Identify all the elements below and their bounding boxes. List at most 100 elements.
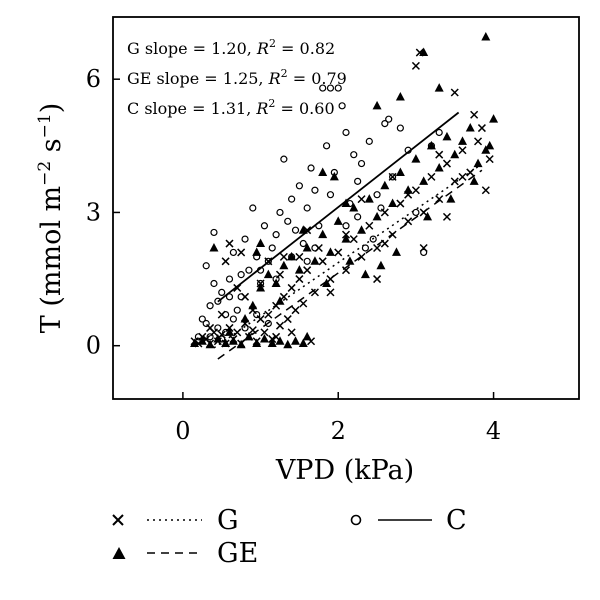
point-g (442, 159, 451, 168)
point-ge (434, 83, 444, 92)
point-ge (473, 158, 483, 168)
point-g (380, 239, 389, 248)
point-c (284, 217, 292, 225)
point-ge (485, 140, 495, 150)
point-ge (442, 131, 452, 141)
point-c (210, 228, 218, 237)
point-ge (481, 145, 491, 154)
point-ge (403, 185, 413, 194)
point-g (248, 326, 257, 335)
point-g (450, 88, 459, 97)
point-g (477, 124, 486, 133)
point-c (264, 257, 272, 265)
point-c (291, 226, 300, 234)
point-c (381, 120, 389, 128)
point-ge (279, 260, 289, 270)
legend-label-ge: GE (217, 538, 258, 569)
point-c (222, 328, 230, 336)
point-ge (197, 336, 207, 345)
legend-marker-cross (112, 514, 124, 526)
point-c (369, 235, 377, 243)
point-c (256, 266, 265, 274)
point-ge (298, 225, 308, 234)
point-g (419, 208, 428, 217)
point-g (458, 172, 467, 181)
point-ge (256, 282, 266, 292)
point-g (326, 288, 335, 297)
point-g (237, 248, 246, 257)
point-c (225, 275, 234, 283)
x-tick-label: 0 (175, 417, 190, 445)
point-c (229, 248, 237, 257)
point-c (350, 151, 358, 159)
point-c (214, 324, 222, 332)
point-g (260, 328, 269, 337)
point-g (466, 168, 475, 177)
point-g (295, 252, 304, 261)
point-c (237, 271, 245, 279)
point-ge (263, 269, 273, 279)
point-g (404, 217, 413, 226)
point-ge (376, 260, 386, 270)
point-ge (419, 47, 429, 57)
point-g (411, 61, 420, 70)
point-g (481, 186, 490, 195)
point-ge (294, 265, 304, 274)
point-c (311, 186, 319, 194)
point-g (225, 239, 234, 248)
point-ge (333, 216, 343, 225)
point-c (346, 199, 354, 208)
point-g (272, 332, 281, 341)
point-c (295, 182, 303, 190)
point-c (272, 275, 280, 283)
legend-item-c: C (350, 505, 467, 536)
point-ge (395, 167, 405, 176)
point-c (307, 164, 315, 172)
point-c (357, 159, 366, 168)
point-c (299, 239, 307, 248)
x-axis-label: VPD (kPa) (275, 455, 414, 486)
point-c (319, 84, 327, 92)
point-ge (329, 171, 339, 181)
point-c (264, 319, 272, 328)
fit-line-ge (217, 169, 483, 360)
point-g (435, 195, 444, 204)
y-tick-label: 3 (86, 198, 101, 226)
point-c (396, 124, 404, 132)
point-ge (469, 176, 479, 185)
point-c (338, 102, 346, 110)
point-c (210, 279, 218, 288)
point-ge (267, 338, 277, 347)
point-ge (364, 194, 374, 203)
point-ge (388, 198, 398, 208)
point-c (249, 204, 257, 212)
point-c (194, 337, 203, 345)
data-points (190, 31, 499, 349)
y-axis-label: T (mmol m−2 s−1) (35, 103, 67, 334)
point-c (260, 222, 269, 230)
point-ge (221, 338, 231, 347)
point-ge (341, 198, 351, 208)
point-c (253, 253, 261, 261)
point-g (303, 266, 312, 275)
point-ge (213, 334, 223, 343)
point-ge (283, 339, 293, 349)
point-g (442, 212, 451, 221)
point-g (275, 321, 285, 330)
point-c (361, 244, 370, 252)
point-ge (298, 338, 308, 347)
point-g (458, 146, 467, 155)
point-ge (391, 247, 401, 256)
point-ge (349, 203, 359, 212)
point-c (256, 279, 265, 288)
point-ge (345, 256, 355, 265)
point-c (229, 315, 237, 323)
point-c (303, 257, 311, 265)
point-ge (446, 194, 456, 203)
point-g (411, 186, 420, 195)
point-c (435, 128, 443, 137)
point-g (485, 155, 494, 164)
point-c (218, 288, 226, 296)
point-ge (450, 149, 460, 159)
point-g (287, 328, 296, 337)
